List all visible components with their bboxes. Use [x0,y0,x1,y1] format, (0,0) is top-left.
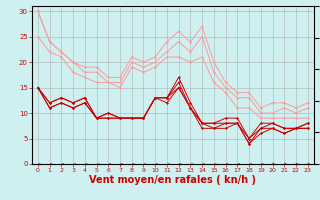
X-axis label: Vent moyen/en rafales ( kn/h ): Vent moyen/en rafales ( kn/h ) [89,175,256,185]
